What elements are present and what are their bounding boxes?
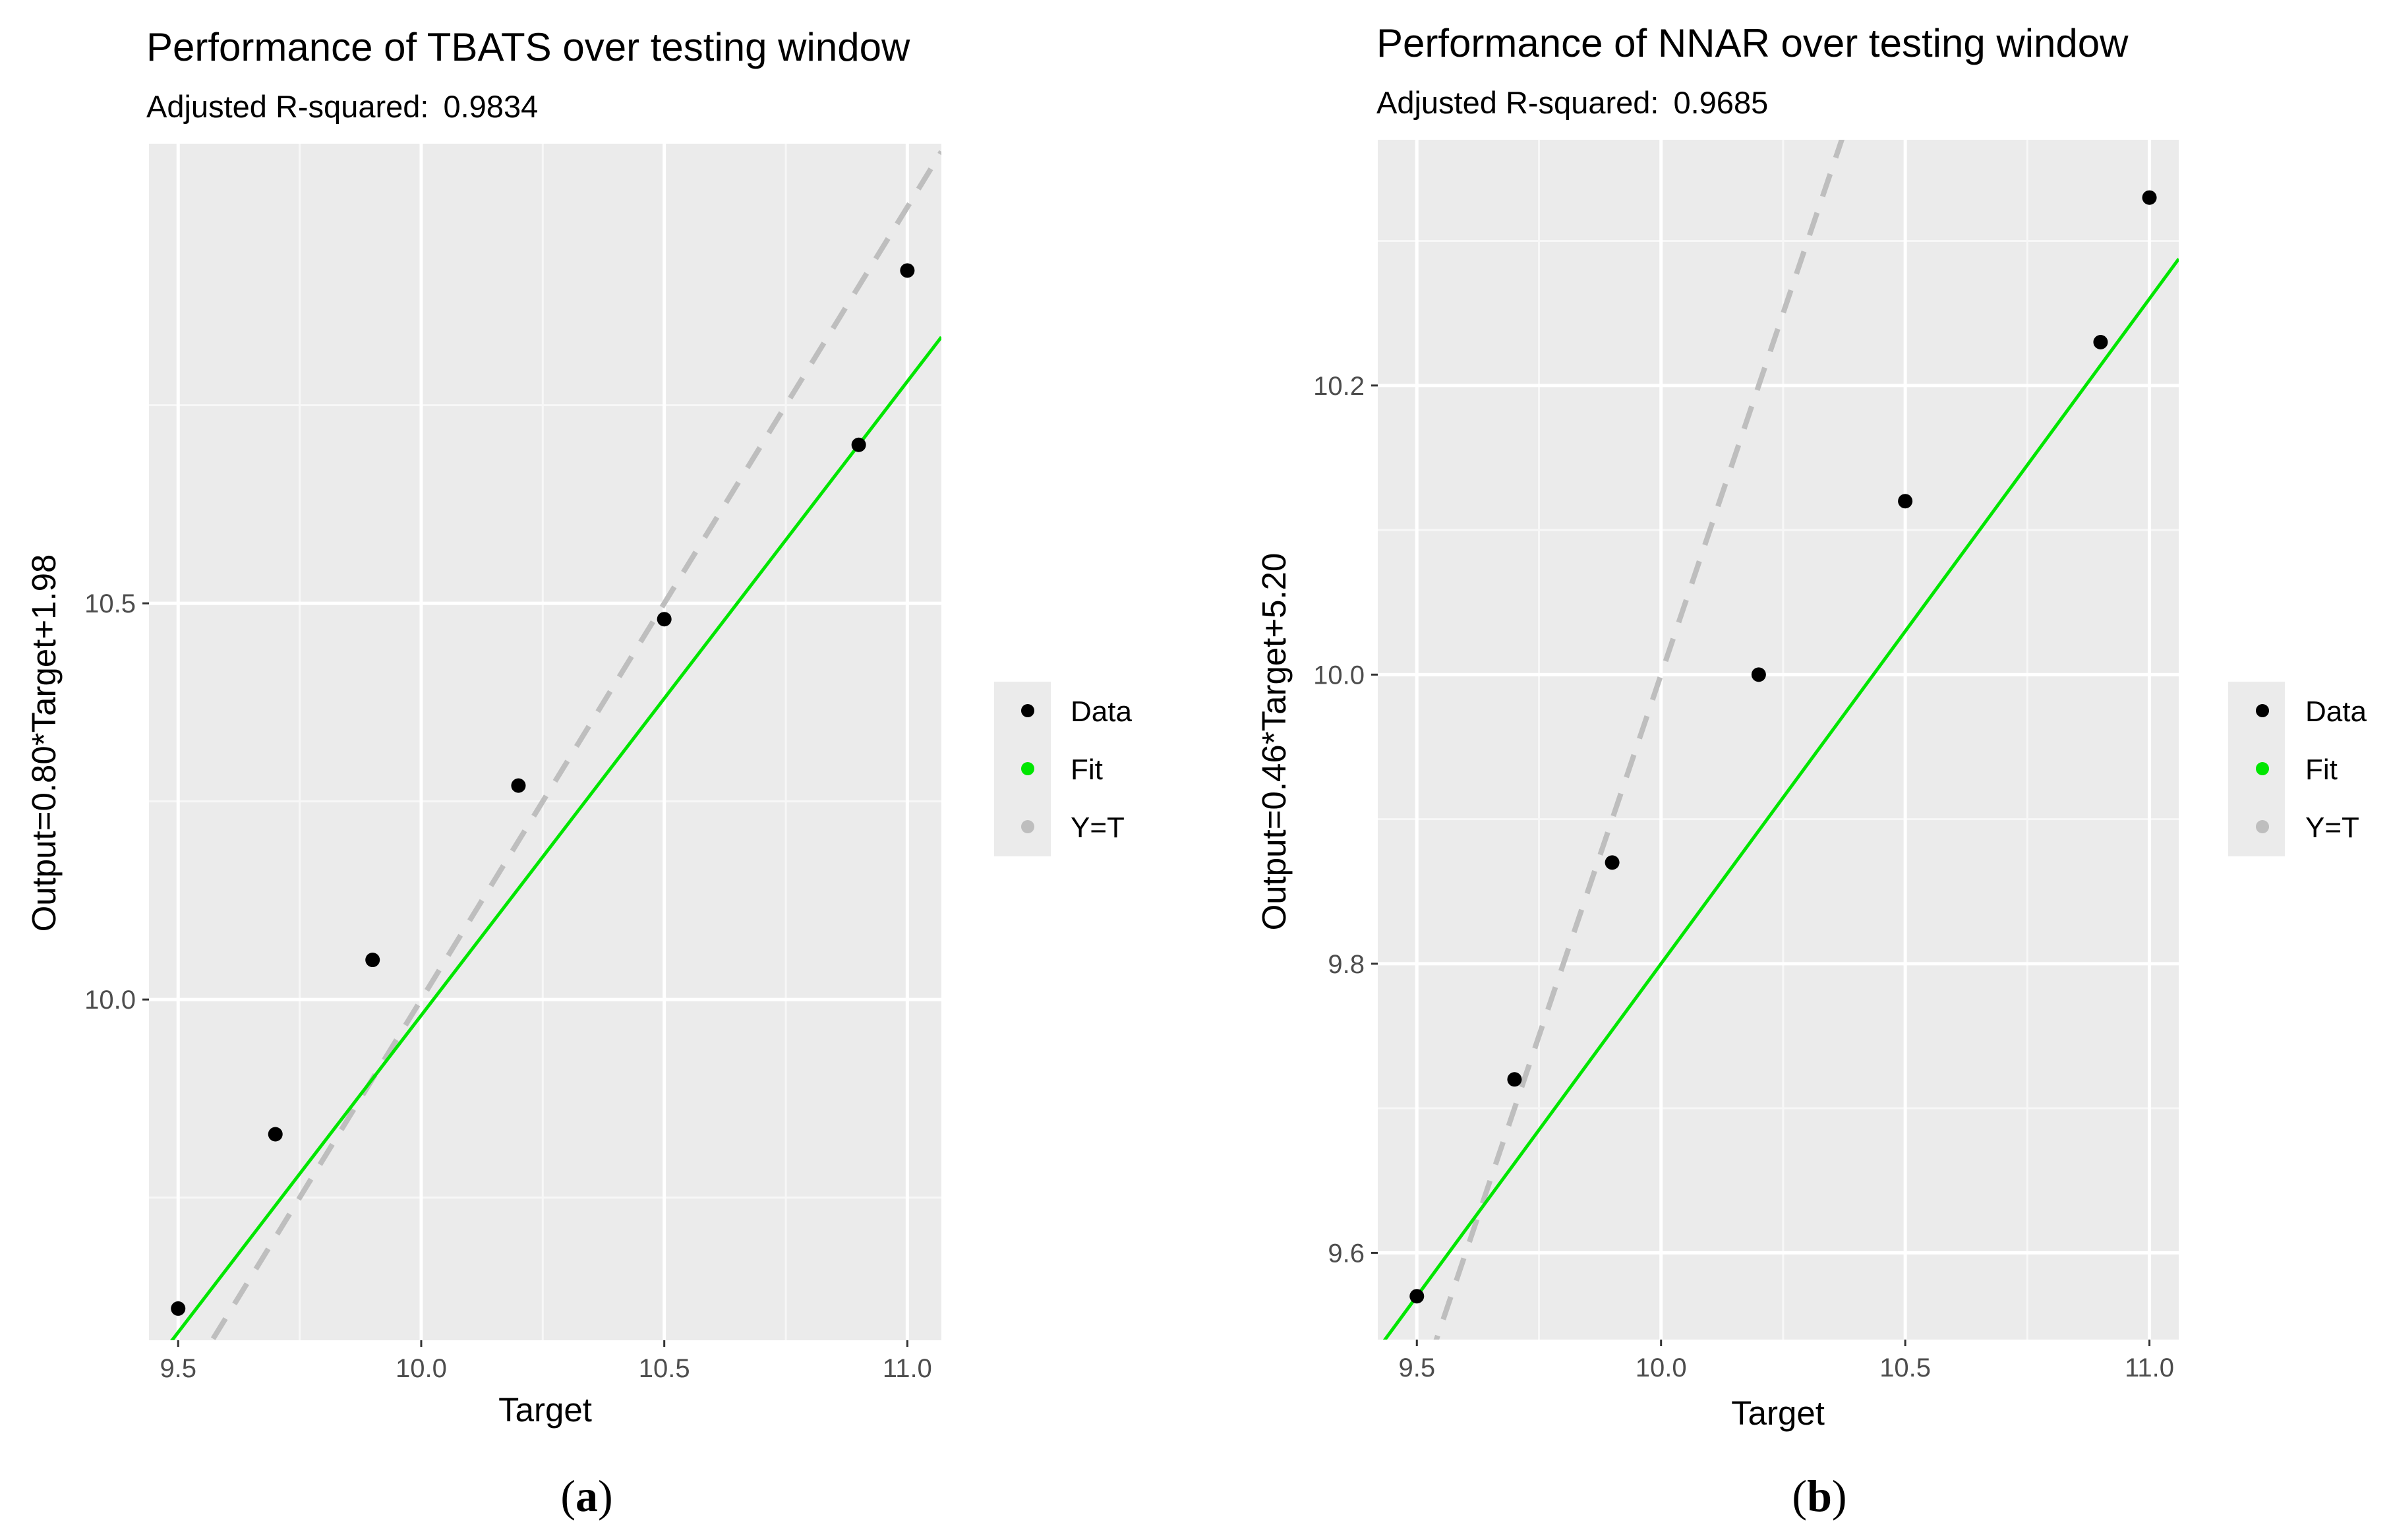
data-point [365,953,380,968]
series-layer [169,150,941,1340]
legend-label-fit: Fit [1071,754,1103,786]
x-axis-ticks: 9.5 10.0 10.5 11.0 [160,1340,932,1383]
x-tick-label: 10.5 [1879,1353,1931,1382]
legend-fit-icon [2256,762,2269,775]
x-axis-label: Target [498,1391,592,1429]
y-tick-label: 10.0 [84,986,136,1015]
panel-a-tbats: Performance of TBATS over testing window… [25,25,1132,1521]
subtitle-label: Adjusted R-squared: [146,89,428,124]
x-tick-label: 10.0 [1636,1353,1687,1382]
data-point [171,1301,186,1316]
data-point [851,437,866,452]
x-tick-label: 11.0 [883,1354,932,1383]
x-tick-label: 9.5 [160,1354,196,1383]
panel-caption: (b) [1792,1471,1846,1521]
data-point [900,263,915,278]
legend-fit-icon [1021,762,1034,775]
fit-line [1382,258,2179,1340]
legend-label-fit: Fit [2305,754,2338,786]
data-point [1751,667,1766,682]
plot-panel [149,144,941,1340]
y-tick-label: 9.8 [1328,950,1365,979]
data-point [1605,855,1620,870]
y-tick-label: 9.6 [1328,1239,1365,1268]
chart-title: Performance of NNAR over testing window [1376,21,2129,65]
x-tick-label: 10.5 [639,1354,690,1383]
r-squared-value: 0.9834 [443,89,538,124]
x-axis-ticks: 9.5 10.0 10.5 11.0 [1398,1340,2174,1382]
legend-yt-icon [2256,820,2269,833]
x-tick-label: 9.5 [1398,1353,1435,1382]
legend: Data Fit Y=T [2228,682,2367,856]
y-tick-label: 10.5 [84,589,136,618]
panel-caption: (a) [560,1471,612,1521]
data-point [1507,1072,1522,1087]
y-tick-label: 10.0 [1313,661,1365,690]
panel-label: b [1807,1471,1832,1521]
grid-major [1378,140,2179,1340]
subtitle-label: Adjusted R-squared: [1376,85,1659,120]
data-point [2142,190,2157,205]
y-axis-label: Output=0.80*Target+1.98 [25,554,63,932]
chart-title: Performance of TBATS over testing window [146,25,910,69]
data-point [511,778,526,793]
chart-subtitle: Adjusted R-squared: 0.9685 [1376,85,1768,120]
identity-line [1433,140,1845,1340]
identity-line [209,150,941,1340]
chart-subtitle: Adjusted R-squared: 0.9834 [146,89,538,124]
legend-label-data: Data [1071,696,1132,728]
data-point [1409,1289,1425,1304]
grid-major [149,144,941,1340]
legend-yt-icon [1021,820,1034,833]
x-axis-label: Target [1731,1394,1825,1432]
data-point [1898,494,1913,509]
series-layer [1382,140,2179,1340]
data-point [2093,334,2108,349]
r-squared-value: 0.9685 [1673,85,1768,120]
legend-label-data: Data [2305,696,2367,728]
legend-data-icon [1021,704,1034,717]
plot-panel [1378,140,2179,1340]
x-tick-label: 10.0 [396,1354,447,1383]
legend-label-yt: Y=T [1071,812,1125,844]
legend-data-icon [2256,704,2269,717]
y-axis-label: Output=0.46*Target+5.20 [1255,553,1293,931]
y-axis-ticks: 9.6 9.8 10.0 10.2 [1313,372,1378,1268]
data-point [268,1127,283,1142]
y-tick-label: 10.2 [1313,372,1365,401]
data-point [657,612,672,627]
panel-label: a [576,1471,598,1521]
legend: Data Fit Y=T [994,682,1132,856]
x-tick-label: 11.0 [2125,1353,2174,1382]
grid-minor [1378,140,2179,1340]
legend-label-yt: Y=T [2305,812,2359,844]
panel-b-nnar: Performance of NNAR over testing window … [1255,21,2367,1521]
y-axis-ticks: 10.0 10.5 [84,589,149,1015]
fit-line [169,336,941,1340]
